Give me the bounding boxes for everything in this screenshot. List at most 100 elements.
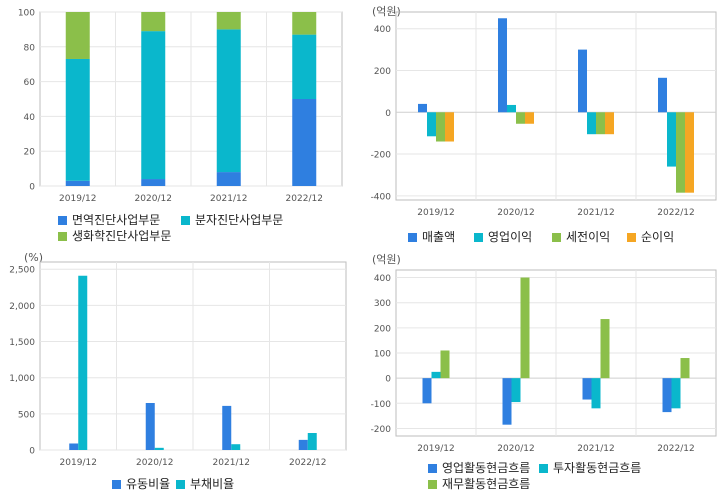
bar [65, 180, 90, 186]
bar [582, 378, 592, 400]
legend-label: 영업활동현금흐름 [442, 461, 531, 475]
ratio-legend: 유동비율 부채비율 [112, 476, 312, 494]
legend-item-current-ratio: 유동비율 [112, 476, 170, 492]
bar [69, 443, 79, 450]
bar [292, 12, 317, 35]
y-tick-label: 400 [374, 25, 391, 35]
y-tick-label: 0 [385, 375, 391, 385]
bar [445, 112, 454, 142]
bar [658, 77, 667, 113]
legend-label: 매출액 [422, 230, 456, 244]
y-tick-label: 300 [374, 299, 391, 309]
legend-item-biochem: 생화학진단사업부문 [58, 228, 171, 244]
bar [65, 58, 90, 181]
legend-label: 부채비율 [190, 477, 235, 491]
legend-label: 유동비율 [126, 477, 171, 491]
legend-label: 면역진단사업부문 [72, 213, 161, 227]
x-tick-label: 2020/12 [135, 194, 172, 204]
y-tick-label: 1,000 [9, 374, 35, 384]
y-tick-label: -200 [371, 425, 392, 435]
bar [671, 378, 681, 409]
x-tick-label: 2019/12 [60, 458, 97, 468]
bar [525, 112, 534, 124]
x-tick-label: 2020/12 [497, 444, 534, 454]
bar [511, 378, 521, 403]
income-bar-chart: -400 -200 0 200 400 2019/12 2020/12 2021/12 2022… [371, 11, 717, 218]
unit-label: (억원) [372, 253, 401, 266]
legend-swatch [539, 464, 548, 473]
bar [587, 112, 596, 135]
y-tick-label: 1,500 [9, 338, 35, 348]
legend-item-molecular: 분자진단사업부문 [181, 212, 283, 228]
x-tick-label: 2019/12 [417, 444, 454, 454]
y-tick-label: 0 [29, 447, 35, 457]
legend-label: 세전이익 [566, 230, 611, 244]
y-tick-label: 100 [374, 350, 391, 360]
bar [520, 277, 530, 379]
y-tick-label: 100 [18, 9, 35, 19]
y-tick-label: 40 [24, 113, 36, 123]
legend-swatch [58, 216, 67, 225]
x-tick-label: 2021/12 [213, 458, 250, 468]
legend-item-immuno: 면역진단사업부문 [58, 212, 160, 228]
bar [78, 275, 88, 450]
bar [141, 179, 166, 186]
y-tick-label: 80 [24, 43, 36, 53]
y-tick-label: 0 [385, 109, 391, 119]
x-tick-label: 2021/12 [577, 208, 614, 218]
legend-item-investing-cf: 투자활동현금흐름 [539, 460, 641, 476]
segment-legend: 면역진단사업부문 분자진단사업부문 생화학진단사업부문 [58, 212, 358, 246]
unit-label: (억원) [372, 5, 401, 18]
legend-swatch [428, 464, 437, 473]
legend-item-pretax-income: 세전이익 [552, 229, 610, 245]
legend-swatch [112, 480, 121, 489]
y-tick-label: 500 [18, 410, 35, 420]
bar [667, 112, 676, 167]
bar [141, 12, 166, 32]
x-tick-label: 2019/12 [59, 194, 96, 204]
x-tick-label: 2022/12 [289, 458, 326, 468]
bar [418, 103, 427, 113]
bar [685, 112, 694, 193]
legend-label: 재무활동현금흐름 [442, 477, 531, 491]
x-tick-label: 2020/12 [497, 208, 534, 218]
legend-label: 순이익 [641, 230, 675, 244]
y-tick-label: 20 [24, 148, 36, 158]
x-tick-label: 2022/12 [657, 444, 694, 454]
bar [298, 439, 308, 450]
legend-swatch [627, 233, 636, 242]
legend-swatch [474, 233, 483, 242]
bar [436, 112, 445, 142]
cashflow-legend: 영업활동현금흐름 투자활동현금흐름 재무활동현금흐름 [428, 460, 718, 494]
bar [422, 378, 432, 404]
legend-swatch [176, 480, 185, 489]
bar [676, 112, 685, 193]
bar [216, 29, 241, 173]
x-tick-label: 2021/12 [577, 444, 614, 454]
y-tick-label: -200 [371, 151, 392, 161]
bar [307, 433, 317, 450]
legend-item-operating-income: 영업이익 [474, 229, 532, 245]
y-tick-label: 60 [24, 78, 36, 88]
bar [605, 112, 614, 135]
income-legend: 매출액 영업이익 세전이익 순이익 [408, 229, 718, 247]
x-tick-label: 2022/12 [657, 208, 694, 218]
bar [440, 350, 450, 379]
bar [498, 18, 507, 113]
legend-label: 생화학진단사업부문 [72, 229, 172, 243]
legend-swatch [428, 480, 437, 489]
y-tick-label: 400 [374, 274, 391, 284]
y-tick-label: 200 [374, 67, 391, 77]
y-tick-label: 2,000 [9, 302, 35, 312]
y-tick-label: 0 [29, 183, 35, 193]
legend-item-net-income: 순이익 [627, 229, 674, 245]
bar [516, 112, 525, 124]
bar [154, 447, 164, 450]
legend-label: 분자진단사업부문 [195, 213, 284, 227]
legend-swatch [181, 216, 190, 225]
bar [222, 405, 232, 450]
bar [216, 12, 241, 30]
x-tick-label: 2019/12 [417, 208, 454, 218]
y-tick-label: 2,500 [9, 266, 35, 276]
bar [292, 99, 317, 186]
